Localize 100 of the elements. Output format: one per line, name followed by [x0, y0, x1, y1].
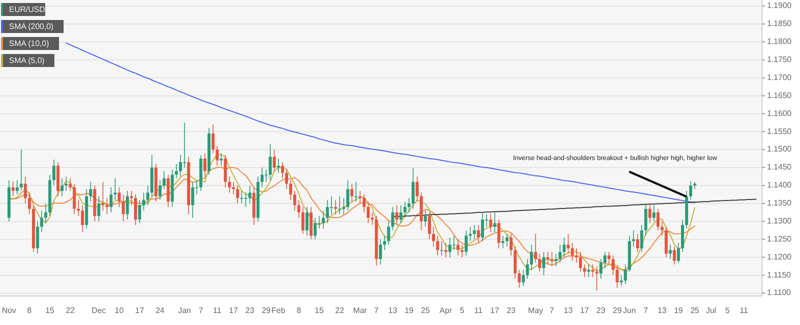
x-tick-label: 22: [335, 306, 345, 315]
candlestick: [476, 224, 480, 244]
x-tick-label: 15: [314, 306, 324, 315]
candlestick: [268, 144, 272, 181]
candlestick: [16, 180, 19, 195]
candlestick: [612, 255, 615, 276]
x-tick-label: 11: [213, 306, 222, 315]
candlestick: [616, 266, 619, 288]
candlestick: [216, 146, 219, 166]
candlestick: [12, 180, 15, 197]
candlestick: [40, 210, 44, 233]
candlestick: [652, 204, 656, 222]
candlestick: [68, 178, 72, 192]
candlestick: [522, 269, 525, 286]
candlestick: [212, 124, 215, 154]
x-tick-label: Mar: [353, 306, 368, 315]
candlestick: [383, 235, 386, 250]
candlestick: [416, 176, 419, 202]
x-tick-label: Nov: [2, 306, 16, 315]
candlestick: [403, 201, 406, 218]
y-tick-label: 1.1800: [767, 37, 792, 46]
candlestick: [366, 201, 370, 224]
candlestick: [644, 203, 648, 236]
candlestick: [424, 210, 427, 228]
candlestick: [624, 264, 627, 285]
candlestick: [599, 258, 602, 280]
candlestick: [689, 180, 692, 200]
candlestick: [60, 178, 64, 197]
candlestick: [472, 224, 476, 240]
x-tick-label: 7: [644, 306, 649, 315]
candlestick: [640, 224, 644, 252]
candlestick: [44, 203, 48, 224]
y-tick-label: 1.1450: [767, 162, 792, 172]
candlestick: [244, 192, 248, 208]
y-tick-label: 1.1250: [767, 234, 792, 244]
candlestick: [138, 199, 142, 224]
candlestick: [595, 266, 598, 292]
candlestick: [395, 204, 398, 226]
candlestick: [436, 235, 440, 256]
candlestick: [460, 244, 464, 258]
x-tick-label: 13: [388, 306, 398, 315]
candlestick: [620, 274, 623, 286]
candlestick: [554, 253, 558, 267]
candlestick: [146, 185, 150, 206]
legend-label: EUR/USD: [9, 5, 46, 14]
candlestick: [489, 214, 492, 233]
candlestick: [20, 149, 23, 192]
x-tick-label: 17: [580, 306, 590, 315]
y-tick-label: 1.1100: [767, 288, 792, 298]
candlestick: [681, 219, 684, 252]
candlestick: [297, 199, 300, 218]
candlestick: [676, 242, 680, 264]
candlestick: [24, 176, 27, 204]
candlestick: [118, 186, 121, 208]
candlestick: [224, 154, 227, 188]
candlestick: [203, 152, 206, 177]
x-tick-label: 5: [725, 306, 730, 315]
candlestick: [122, 194, 125, 222]
x-tick-label: May: [528, 306, 544, 315]
x-tick-label: Apr: [440, 306, 452, 315]
candlestick: [89, 182, 92, 202]
y-tick-label: 1.1550: [767, 126, 792, 136]
candlestick: [28, 192, 31, 215]
x-tick-label: 10: [114, 306, 124, 315]
candlestick: [36, 220, 40, 254]
x-tick-label: 11: [740, 306, 748, 315]
x-tick-label: 15: [45, 306, 55, 315]
candlestick: [542, 251, 546, 276]
candlestick: [664, 226, 668, 258]
candlestick: [183, 122, 186, 168]
candlestick: [220, 152, 223, 166]
candlestick: [110, 186, 113, 213]
candlestick: [236, 185, 240, 204]
x-tick-label: 17: [229, 306, 239, 315]
candlestick: [501, 235, 504, 249]
x-tick-label: Dec: [92, 306, 106, 315]
candlestick: [534, 234, 538, 264]
candlestick: [444, 242, 448, 258]
x-tick-label: 11: [474, 306, 484, 315]
x-tick-label: 29: [262, 306, 272, 315]
candlestick: [158, 180, 162, 200]
candlestick: [432, 226, 436, 247]
x-tick-label: 23: [245, 306, 255, 315]
candlestick: [314, 217, 317, 240]
x-tick-label: 25: [420, 306, 430, 315]
candlestick: [346, 180, 350, 212]
candlestick: [481, 212, 484, 242]
x-tick-label: 8: [296, 306, 302, 315]
candlestick: [293, 190, 296, 212]
candlestick: [608, 251, 611, 265]
candlestick: [387, 220, 390, 246]
x-tick-label: Jan: [178, 306, 191, 315]
candlestick: [464, 230, 468, 256]
candlestick: [310, 206, 313, 240]
x-tick-label: 23: [596, 306, 606, 315]
candlestick: [428, 212, 431, 240]
y-tick-label: 1.1650: [767, 90, 792, 100]
candlestick: [174, 164, 178, 179]
candlestick: [191, 182, 194, 218]
candlestick: [510, 234, 513, 256]
